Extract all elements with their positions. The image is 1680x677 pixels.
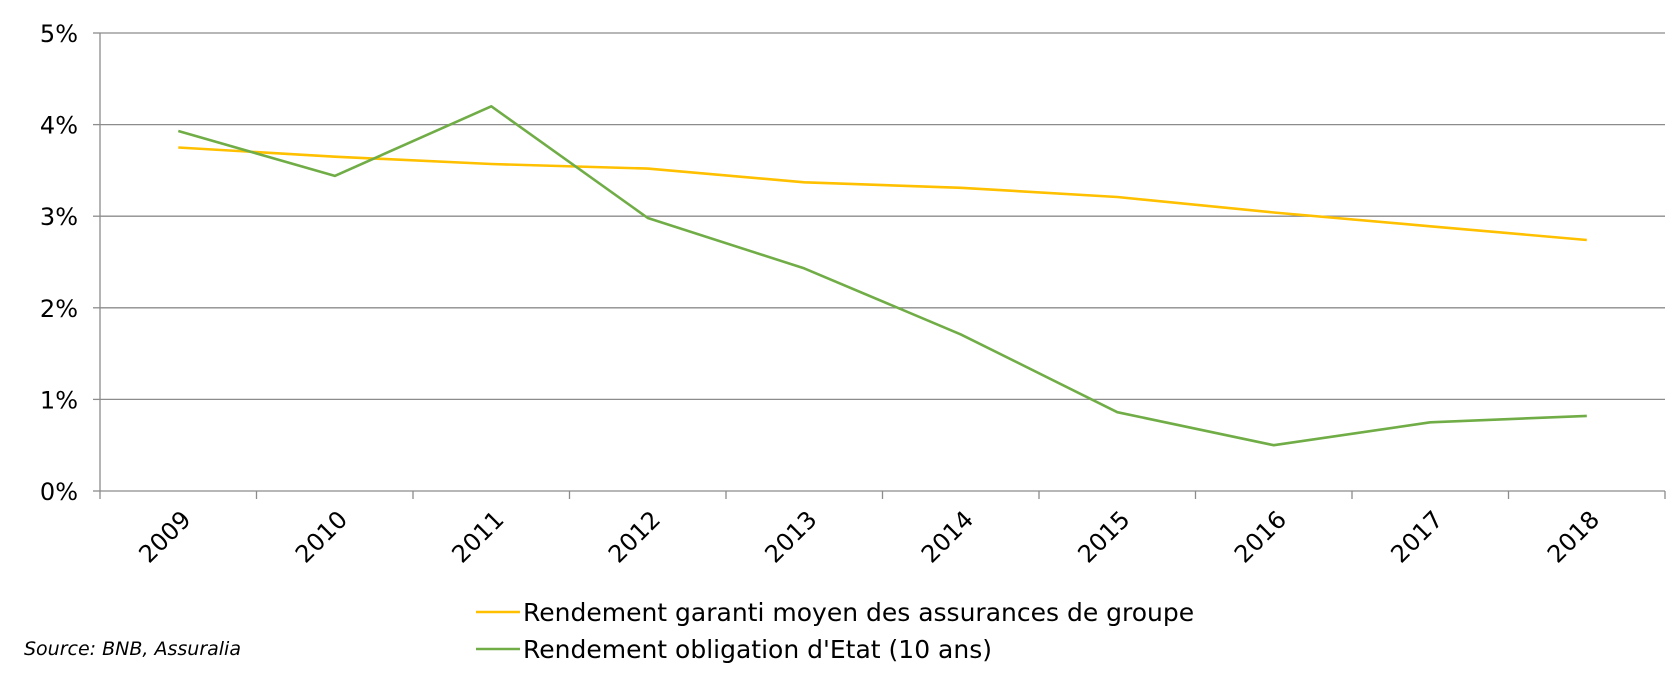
x-tick-label: 2015 — [1073, 505, 1136, 568]
y-tick-label: 0% — [40, 478, 78, 506]
series-lines — [177, 105, 1587, 447]
x-tick-label: 2011 — [447, 505, 510, 568]
x-tick-label: 2018 — [1542, 505, 1605, 568]
legend-label-rendement-obligation: Rendement obligation d'Etat (10 ans) — [523, 635, 992, 664]
y-tick-label: 4% — [40, 112, 78, 140]
grid-lines — [100, 32, 1665, 401]
series-line-0 — [178, 146, 1587, 242]
x-tick-label: 2013 — [760, 505, 823, 568]
source-note: Source: BNB, Assuralia — [24, 638, 241, 660]
x-tick-label: 2014 — [916, 505, 979, 568]
legend: Rendement garanti moyen des assurances d… — [476, 598, 1194, 664]
y-tick-label: 1% — [40, 386, 78, 414]
x-tick-label: 2009 — [134, 505, 197, 568]
x-tick-label: 2012 — [603, 505, 666, 568]
axes: 0% 1% 2% 3% 4% 5% 2009 2010 2011 2012 2013 2014 2015… — [40, 20, 1666, 568]
x-tick-label: 2017 — [1386, 505, 1449, 568]
x-tick-label: 2016 — [1229, 505, 1292, 568]
y-tick-label: 5% — [40, 20, 78, 48]
legend-label-rendement-garanti: Rendement garanti moyen des assurances d… — [523, 598, 1194, 627]
x-tick-label: 2010 — [290, 505, 353, 568]
series-line-1 — [177, 105, 1587, 447]
y-tick-label: 3% — [40, 203, 78, 231]
y-tick-label: 2% — [40, 295, 78, 323]
